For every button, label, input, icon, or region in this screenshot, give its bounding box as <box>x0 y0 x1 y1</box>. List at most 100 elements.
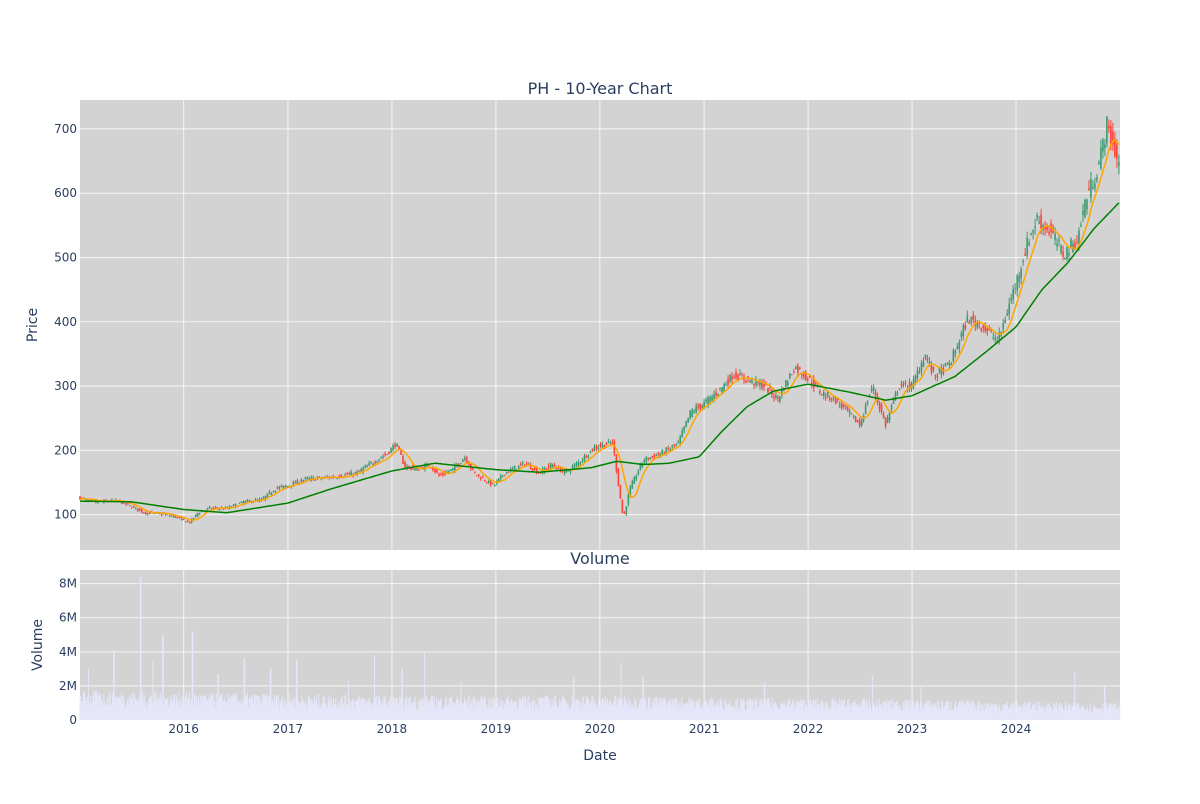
volume-bar <box>611 709 613 720</box>
candle-body <box>416 467 418 470</box>
volume-bar <box>817 709 819 720</box>
volume-bar <box>608 706 610 720</box>
volume-bar <box>858 705 860 720</box>
candle-body <box>178 516 181 518</box>
candle-body <box>715 392 717 396</box>
volume-bar <box>1008 709 1010 720</box>
volume-bar <box>799 708 801 720</box>
candle-body <box>986 328 989 332</box>
volume-bar <box>520 700 522 720</box>
volume-bar <box>648 699 650 720</box>
candle-body <box>276 487 279 489</box>
candle-body <box>410 468 412 470</box>
volume-bar <box>460 700 462 720</box>
candle-body <box>386 454 388 456</box>
volume-bar <box>581 697 583 720</box>
volume-bar <box>507 695 509 720</box>
volume-bar <box>195 706 197 720</box>
volume-bar <box>625 708 627 720</box>
volume-bar <box>1044 712 1046 720</box>
volume-bar <box>273 703 275 720</box>
candle-body <box>176 517 179 519</box>
volume-bar <box>717 708 719 720</box>
volume-bar <box>885 702 887 720</box>
volume-bar <box>323 702 325 720</box>
volume-bar <box>1032 704 1034 720</box>
volume-bar <box>887 701 889 720</box>
volume-bar <box>424 696 426 720</box>
candle-body <box>282 485 285 489</box>
volume-bar <box>677 707 679 720</box>
candle-body <box>454 464 456 472</box>
volume-bar <box>359 705 361 720</box>
volume-bar <box>586 696 588 720</box>
volume-bar <box>262 693 264 720</box>
candle-body <box>675 443 677 446</box>
volume-bar <box>550 698 552 720</box>
volume-bar <box>947 701 949 720</box>
volume-bar <box>1030 711 1032 720</box>
volume-bar <box>203 696 205 720</box>
volume-bar <box>983 709 985 720</box>
volume-bar <box>396 697 398 720</box>
volume-bar <box>236 701 238 720</box>
volume-bar <box>738 709 740 720</box>
volume-bar <box>908 708 910 720</box>
volume-bar <box>1039 707 1041 720</box>
candle-body <box>487 480 490 483</box>
volume-bar <box>703 705 705 720</box>
volume-bar <box>122 703 124 720</box>
candle-body <box>803 373 805 378</box>
volume-bar <box>977 701 979 720</box>
volume-bar <box>318 705 320 720</box>
volume-bar <box>187 698 189 720</box>
volume-bar <box>785 709 787 720</box>
volume-bar <box>409 696 411 720</box>
volume-bar <box>266 697 268 720</box>
candle-body <box>1076 242 1078 244</box>
volume-bar <box>1026 704 1028 720</box>
volume-bar <box>1112 706 1114 720</box>
volume-bar <box>531 700 533 720</box>
volume-bar <box>381 704 383 720</box>
volume-bar <box>714 707 716 720</box>
volume-bar <box>927 701 929 720</box>
volume-bar <box>711 697 713 720</box>
volume-bar <box>979 711 981 720</box>
volume-bar <box>963 700 965 720</box>
volume-bar <box>174 704 176 720</box>
volume-bar <box>148 698 150 720</box>
volume-bar <box>1011 708 1013 720</box>
candle-body <box>505 471 508 474</box>
volume-bar <box>615 706 617 720</box>
volume-bar <box>581 704 583 720</box>
candle-body <box>262 497 265 499</box>
volume-bar <box>224 701 226 720</box>
volume-bar <box>915 701 917 720</box>
candle-body <box>306 477 309 479</box>
volume-bar <box>258 698 260 720</box>
volume-bar <box>491 708 493 720</box>
volume-bar <box>853 703 855 720</box>
volume-bar <box>382 702 384 720</box>
candle-body <box>1022 260 1024 262</box>
volume-bar <box>512 710 514 720</box>
volume-bar <box>803 711 805 720</box>
volume-bar <box>232 693 234 720</box>
volume-bar <box>620 698 622 720</box>
volume-bar <box>656 696 658 720</box>
volume-bar <box>901 711 903 720</box>
volume-bar <box>340 700 342 720</box>
volume-bar <box>248 698 250 720</box>
volume-bar <box>552 705 554 720</box>
candle-body <box>348 473 350 475</box>
volume-bar <box>776 711 778 720</box>
volume-bar <box>1070 710 1072 720</box>
volume-bar <box>628 697 630 720</box>
volume-bar <box>412 700 414 720</box>
volume-bar <box>1090 712 1092 720</box>
volume-bar <box>119 698 121 720</box>
candle-body <box>172 515 175 518</box>
volume-bar <box>572 705 574 720</box>
volume-bar <box>599 709 601 720</box>
